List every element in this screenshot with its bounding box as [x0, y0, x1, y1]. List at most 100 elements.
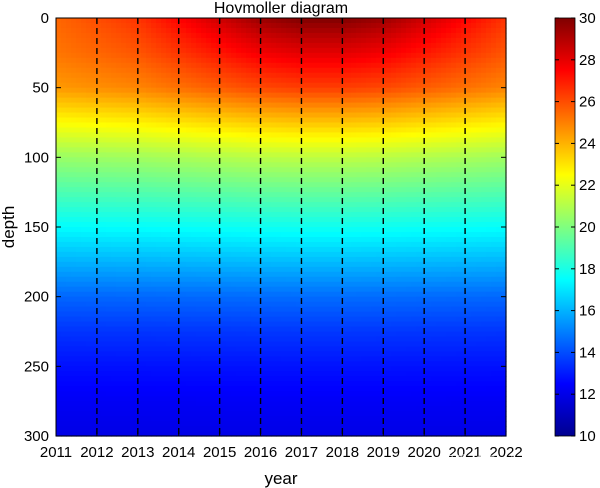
- heat-cell: [166, 72, 172, 79]
- heat-cell: [56, 112, 62, 119]
- heat-cell: [116, 192, 122, 198]
- heat-cell: [256, 137, 262, 144]
- heat-cell: [141, 431, 147, 437]
- heat-cell: [81, 271, 87, 278]
- heat-cell: [161, 351, 167, 357]
- heat-cell: [66, 67, 72, 74]
- heat-cell: [286, 236, 292, 243]
- heat-cell: [301, 401, 307, 407]
- heat-cell: [231, 132, 237, 139]
- heat-cell: [201, 37, 207, 44]
- heat-cell: [281, 231, 287, 238]
- heat-cell: [136, 67, 142, 74]
- heat-cell: [216, 271, 222, 278]
- heat-cell: [111, 182, 117, 188]
- heat-cell: [311, 301, 317, 308]
- heat-cell: [131, 376, 137, 382]
- heat-cell: [316, 391, 322, 397]
- heat-cell: [161, 202, 167, 208]
- heat-cell: [66, 22, 72, 29]
- heat-cell: [191, 301, 197, 308]
- heat-cell: [291, 162, 297, 168]
- heat-cell: [111, 281, 117, 288]
- heat-cell: [91, 187, 97, 193]
- heat-cell: [111, 67, 117, 74]
- heat-cell: [271, 147, 277, 153]
- heat-cell: [201, 391, 207, 397]
- heat-cell: [146, 42, 152, 49]
- heat-cell: [66, 152, 72, 158]
- heat-cell: [181, 291, 187, 298]
- heat-cell: [146, 18, 152, 24]
- heat-cell: [196, 187, 202, 193]
- heat-cell: [171, 301, 177, 308]
- heat-cell: [316, 261, 322, 268]
- heat-cell: [296, 227, 302, 233]
- heat-cell: [146, 326, 152, 333]
- heat-cell: [311, 112, 317, 119]
- heat-cell: [271, 291, 277, 298]
- heat-cell: [341, 241, 347, 248]
- heat-cell: [246, 132, 252, 139]
- heat-cell: [86, 117, 92, 124]
- heat-cell: [121, 281, 127, 288]
- heat-cell: [156, 102, 162, 109]
- heat-cell: [331, 167, 337, 173]
- heat-cell: [56, 187, 62, 193]
- heat-cell: [201, 371, 207, 377]
- heat-cell: [206, 306, 212, 313]
- heat-cell: [181, 356, 187, 362]
- heat-cell: [241, 366, 247, 372]
- heat-cell: [291, 67, 297, 74]
- heat-cell: [256, 291, 262, 298]
- heat-cell: [121, 132, 127, 139]
- heat-cell: [126, 82, 132, 89]
- heat-cell: [291, 366, 297, 372]
- heat-cell: [276, 361, 282, 367]
- heat-cell: [341, 227, 347, 233]
- heat-cell: [96, 421, 102, 427]
- heat-cell: [181, 18, 187, 24]
- heat-cell: [346, 162, 352, 168]
- heat-cell: [156, 341, 162, 348]
- heat-cell: [61, 122, 67, 129]
- heat-cell: [126, 336, 132, 343]
- heat-cell: [306, 82, 312, 89]
- heat-cell: [181, 376, 187, 382]
- heat-cell: [186, 256, 192, 263]
- heat-cell: [61, 18, 67, 24]
- heat-cell: [226, 87, 232, 94]
- heat-cell: [226, 112, 232, 119]
- heat-cell: [311, 187, 317, 193]
- heat-cell: [246, 431, 252, 437]
- heat-cell: [341, 142, 347, 148]
- heat-cell: [231, 107, 237, 114]
- heat-cell: [301, 92, 307, 99]
- heat-cell: [96, 321, 102, 328]
- heat-cell: [276, 202, 282, 208]
- heat-cell: [306, 147, 312, 153]
- heat-cell: [311, 57, 317, 64]
- heat-cell: [116, 291, 122, 298]
- heat-cell: [341, 177, 347, 183]
- heat-cell: [121, 311, 127, 318]
- heat-cell: [246, 341, 252, 348]
- heat-cell: [171, 316, 177, 323]
- heat-cell: [251, 411, 257, 417]
- heat-cell: [151, 401, 157, 407]
- heat-cell: [86, 27, 92, 34]
- heat-cell: [161, 381, 167, 387]
- heat-cell: [91, 406, 97, 412]
- heat-cell: [66, 182, 72, 188]
- heat-cell: [251, 42, 257, 49]
- heat-cell: [241, 142, 247, 148]
- heat-cell: [236, 231, 242, 238]
- heat-cell: [116, 351, 122, 357]
- heat-cell: [326, 97, 332, 104]
- heat-cell: [126, 67, 132, 74]
- heat-cell: [91, 57, 97, 64]
- heat-cell: [141, 301, 147, 308]
- heat-cell: [66, 351, 72, 357]
- heat-cell: [286, 212, 292, 218]
- heat-cell: [271, 57, 277, 64]
